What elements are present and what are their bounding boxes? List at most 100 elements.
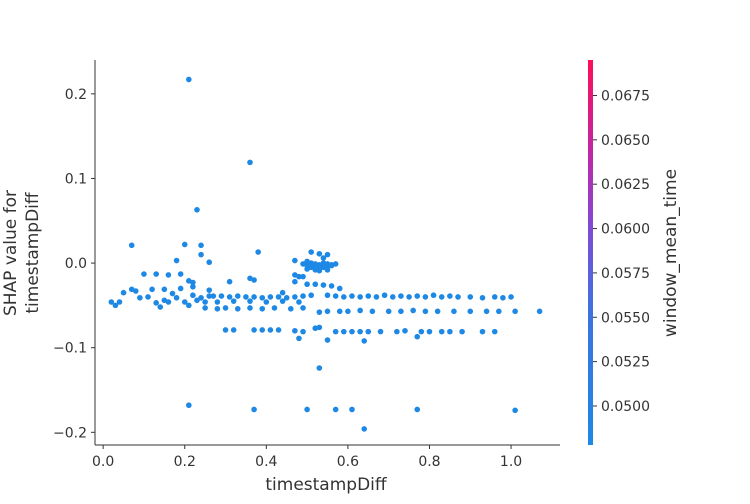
data-point: [422, 294, 429, 300]
data-point: [234, 305, 241, 312]
data-point: [316, 250, 323, 257]
y-tick-label: 0.1: [65, 171, 87, 187]
data-point: [459, 328, 465, 335]
data-point: [508, 294, 514, 300]
data-point: [332, 293, 339, 299]
data-point: [365, 328, 372, 335]
data-point: [402, 327, 408, 334]
data-point: [259, 305, 266, 312]
data-point: [222, 305, 229, 311]
data-point: [512, 308, 518, 315]
data-point: [243, 294, 249, 300]
data-point: [190, 279, 196, 286]
y-axis-label-line-2: timestampDiff: [23, 191, 43, 314]
colorbar-tick-label: 0.0625: [601, 177, 650, 193]
x-tick-label: 0.2: [174, 454, 196, 470]
data-point: [194, 297, 200, 304]
data-point: [230, 298, 237, 304]
data-point: [438, 294, 445, 300]
x-tick-label: 1.0: [500, 454, 522, 470]
data-point: [186, 402, 192, 409]
data-point: [300, 305, 306, 311]
data-point: [430, 292, 437, 299]
data-point: [426, 328, 433, 335]
data-point: [467, 294, 474, 300]
y-tick-label: −0.1: [53, 341, 87, 357]
data-point: [357, 294, 363, 300]
data-point: [145, 294, 151, 300]
data-point: [218, 293, 225, 299]
data-point: [153, 300, 159, 306]
x-tick-label: 0.6: [337, 454, 359, 470]
data-point: [336, 308, 343, 315]
data-point: [108, 299, 115, 305]
data-point: [271, 305, 278, 311]
colorbar-tick-label: 0.0550: [601, 310, 650, 326]
data-point: [247, 305, 253, 311]
data-point: [373, 294, 380, 300]
data-point: [320, 282, 327, 288]
data-point: [132, 288, 139, 294]
data-point: [361, 426, 368, 432]
data-point: [206, 259, 213, 266]
data-point: [112, 302, 119, 309]
data-point: [512, 407, 518, 414]
colorbar-tick-label: 0.0525: [601, 355, 650, 371]
data-point: [304, 266, 310, 272]
scatter-points: [108, 76, 543, 432]
data-point: [345, 308, 351, 315]
data-point: [414, 333, 421, 340]
data-point: [153, 271, 159, 277]
data-point: [279, 289, 286, 296]
data-point: [255, 249, 261, 255]
data-point: [251, 327, 257, 333]
data-point: [206, 293, 213, 299]
data-point: [500, 294, 506, 301]
data-point: [300, 293, 306, 299]
data-point: [214, 299, 221, 305]
data-point: [357, 328, 363, 335]
data-point: [491, 294, 498, 300]
data-point: [259, 327, 266, 333]
data-point: [414, 293, 421, 299]
data-point: [173, 294, 180, 301]
data-point: [332, 261, 339, 267]
data-point: [296, 299, 302, 305]
axes: [94, 60, 560, 446]
data-point: [283, 294, 290, 301]
data-point: [479, 294, 486, 301]
data-point: [434, 308, 441, 315]
y-axis-label-line-1: SHAP value for: [1, 190, 21, 316]
y-tick-label: 0.0: [65, 256, 87, 272]
data-point: [312, 281, 319, 288]
data-point: [398, 308, 404, 315]
data-point: [316, 267, 323, 274]
data-point: [369, 308, 376, 315]
data-point: [341, 328, 347, 335]
data-point: [173, 257, 180, 264]
x-tick-label: 0.4: [255, 454, 277, 470]
data-point: [279, 298, 286, 304]
data-point: [304, 406, 310, 413]
data-point: [137, 294, 143, 301]
data-point: [198, 251, 204, 258]
data-point: [194, 206, 200, 213]
data-point: [324, 308, 331, 315]
data-point: [483, 308, 490, 315]
data-point: [251, 277, 257, 283]
data-point: [263, 299, 270, 305]
data-point: [206, 287, 213, 293]
colorbar-label: window_mean_time: [661, 169, 681, 337]
data-point: [451, 308, 457, 315]
data-point: [438, 328, 445, 335]
data-point: [202, 305, 208, 311]
x-tick-label: 0.8: [418, 454, 440, 470]
data-point: [296, 335, 302, 342]
x-axis-label: timestampDiff: [265, 475, 388, 495]
data-point: [324, 267, 331, 273]
data-point: [251, 406, 257, 413]
data-point: [479, 328, 486, 335]
x-axis-ticks: 0.0 0.2 0.4 0.6 0.8 1.0: [92, 445, 522, 470]
data-point: [186, 302, 192, 309]
data-point: [308, 249, 314, 255]
